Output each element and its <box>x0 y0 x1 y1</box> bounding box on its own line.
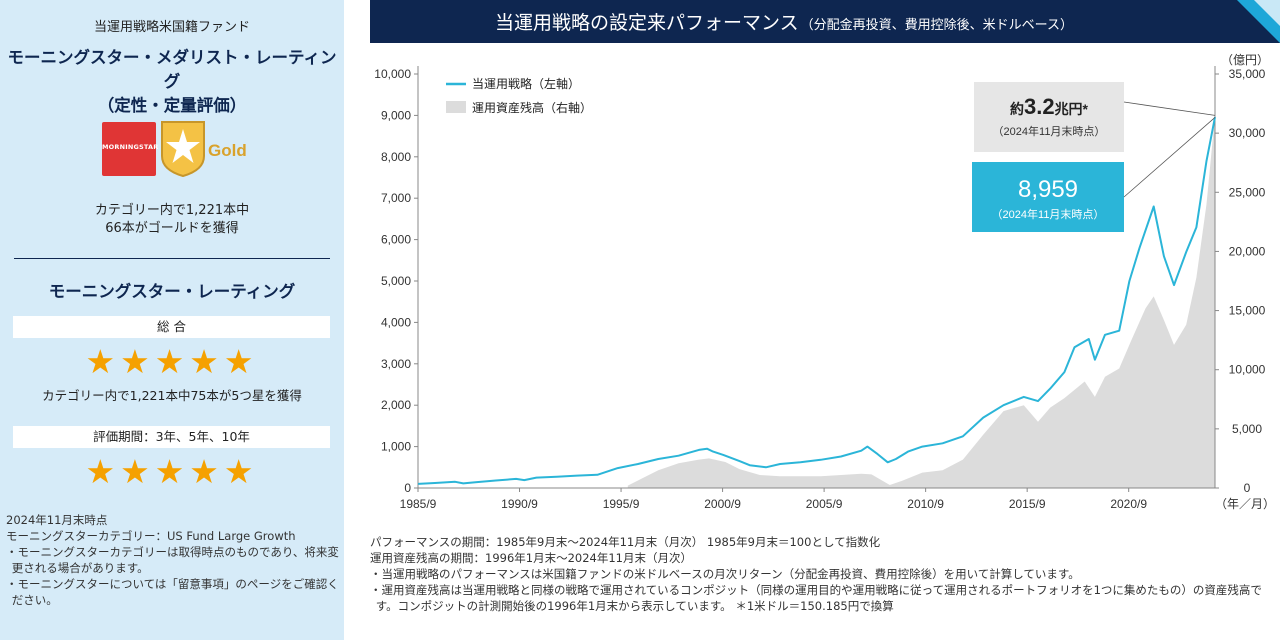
y-left-tick-label: 2,000 <box>381 398 411 412</box>
medalist-category-line1: カテゴリー内で1,221本中 <box>94 203 250 218</box>
overall-caption: カテゴリー内で1,221本中75本が5つ星を獲得 <box>42 388 302 403</box>
legend-label-performance: 当運用戦略（左軸） <box>472 76 580 91</box>
aum-callout-box <box>974 82 1124 152</box>
note-item: ・モーニングスターカテゴリーは取得時点のものであり、将来変更される場合があります… <box>6 545 339 575</box>
title-bar: 当運用戦略の設定来パフォーマンス （分配金再投資、費用控除後、米ドルベース） <box>370 0 1280 43</box>
x-tick-label: 2015/9 <box>1009 497 1046 511</box>
y-right-tick-label: 25,000 <box>1229 185 1266 199</box>
rating-notes: 2024年11月末時点 モーニングスターカテゴリー：US Fund Large … <box>6 512 340 608</box>
note-category: モーニングスターカテゴリー：US Fund Large Growth <box>6 529 296 543</box>
aum-callout-note: （2024年11月末時点） <box>993 124 1106 138</box>
overall-label: 総 合 <box>13 316 330 338</box>
gold-label: Gold <box>208 141 246 160</box>
chart-title: 当運用戦略の設定来パフォーマンス （分配金再投資、費用控除後、米ドルベース） <box>495 8 1073 35</box>
legend-label-aum: 運用資産残高（右軸） <box>472 100 592 115</box>
performance-callout-box <box>972 162 1124 232</box>
performance-line <box>418 116 1216 485</box>
medalist-rating-title: モーニングスター・メダリスト・レーティング （定性・定量評価） <box>0 46 344 118</box>
y-right-tick-label: 35,000 <box>1229 67 1266 81</box>
x-axis-unit: （年／月） <box>1215 497 1275 511</box>
x-tick-label: 2010/9 <box>907 497 944 511</box>
y-left-tick-label: 8,000 <box>381 150 411 164</box>
y-right-tick-label: 5,000 <box>1232 422 1262 436</box>
y-left-tick-label: 1,000 <box>381 440 411 454</box>
note-item: ・モーニングスターについては「留意事項」のページをご確認ください。 <box>6 577 339 607</box>
performance-callout-note: （2024年11月末時点） <box>992 207 1105 221</box>
y-right-unit: （億円） <box>1221 53 1269 67</box>
y-left-tick-label: 3,000 <box>381 357 411 371</box>
performance-callout-leader <box>1123 117 1216 198</box>
x-tick-label: 2000/9 <box>704 497 741 511</box>
period-label: 評価期間：3年、5年、10年 <box>13 426 330 448</box>
gold-medal-icon: Gold <box>161 121 246 178</box>
legend-swatch-aum <box>446 101 466 113</box>
y-left-tick-label: 4,000 <box>381 315 411 329</box>
morningstar-logo-text: MORNINGSTAR <box>102 143 159 151</box>
y-left-tick-label: 7,000 <box>381 191 411 205</box>
panel-divider <box>14 258 330 259</box>
footnote-aum-period: 運用資産残高の期間：1996年1月末～2024年11月末（月次） <box>370 551 692 565</box>
footnote-item: ・当運用戦略のパフォーマンスは米国籍ファンドの米ドルベースの月次リターン（分配金… <box>370 567 1080 581</box>
corner-accent-light <box>1254 0 1280 26</box>
x-tick-label: 1990/9 <box>501 497 538 511</box>
y-left-tick-label: 10,000 <box>374 67 411 81</box>
aum-callout-leader <box>1123 101 1216 116</box>
medalist-title-line2: （定性・定量評価） <box>97 96 247 115</box>
footnote-period: パフォーマンスの期間：1985年9月末～2024年11月末（月次） 1985年9… <box>370 535 881 549</box>
medalist-category-line2: 66本がゴールドを獲得 <box>105 221 239 236</box>
overall-star-rating: ★★★★★ <box>85 342 259 381</box>
note-date: 2024年11月末時点 <box>6 513 108 527</box>
y-right-tick-label: 0 <box>1244 481 1251 495</box>
medalist-category-text: カテゴリー内で1,221本中 66本がゴールドを獲得 <box>0 202 344 238</box>
period-star-rating: ★★★★★ <box>85 452 259 491</box>
rating-panel: 当運用戦略米国籍ファンド モーニングスター・メダリスト・レーティング （定性・定… <box>0 0 344 640</box>
performance-callout-value: 8,959 <box>1018 176 1078 203</box>
x-tick-label: 1995/9 <box>603 497 640 511</box>
y-left-tick-label: 5,000 <box>381 274 411 288</box>
aum-area <box>627 115 1215 489</box>
x-tick-label: 2005/9 <box>806 497 843 511</box>
performance-chart: 0 1,000 2,000 3,000 4,000 5,000 6,000 7,000 8,00… <box>374 53 1275 511</box>
x-tick-label: 1985/9 <box>400 497 437 511</box>
chart-title-subtitle: （分配金再投資、費用控除後、米ドルベース） <box>800 18 1073 33</box>
y-left-tick-label: 0 <box>404 481 411 495</box>
fund-name: 当運用戦略米国籍ファンド <box>93 20 250 35</box>
footnotes: パフォーマンスの期間：1985年9月末～2024年11月末（月次） 1985年9… <box>370 534 1280 614</box>
y-right-tick-label: 15,000 <box>1229 304 1266 318</box>
medalist-title-line1: モーニングスター・メダリスト・レーティング <box>7 48 337 91</box>
star-rating-title: モーニングスター・レーティング <box>48 282 296 301</box>
y-right-tick-label: 20,000 <box>1229 244 1266 258</box>
y-right-tick-label: 30,000 <box>1229 126 1266 140</box>
footnote-item: ・運用資産残高は当運用戦略と同様の戦略で運用されているコンポジット（同様の運用目… <box>370 583 1262 613</box>
y-left-tick-label: 6,000 <box>381 233 411 247</box>
aum-callout-value: 約3.2兆円* <box>1010 94 1089 119</box>
y-right-tick-label: 10,000 <box>1229 363 1266 377</box>
chart-title-main: 当運用戦略の設定来パフォーマンス <box>495 12 799 34</box>
y-left-tick-label: 9,000 <box>381 108 411 122</box>
x-tick-label: 2020/9 <box>1110 497 1147 511</box>
morningstar-logo: MORNINGSTAR <box>102 122 159 176</box>
